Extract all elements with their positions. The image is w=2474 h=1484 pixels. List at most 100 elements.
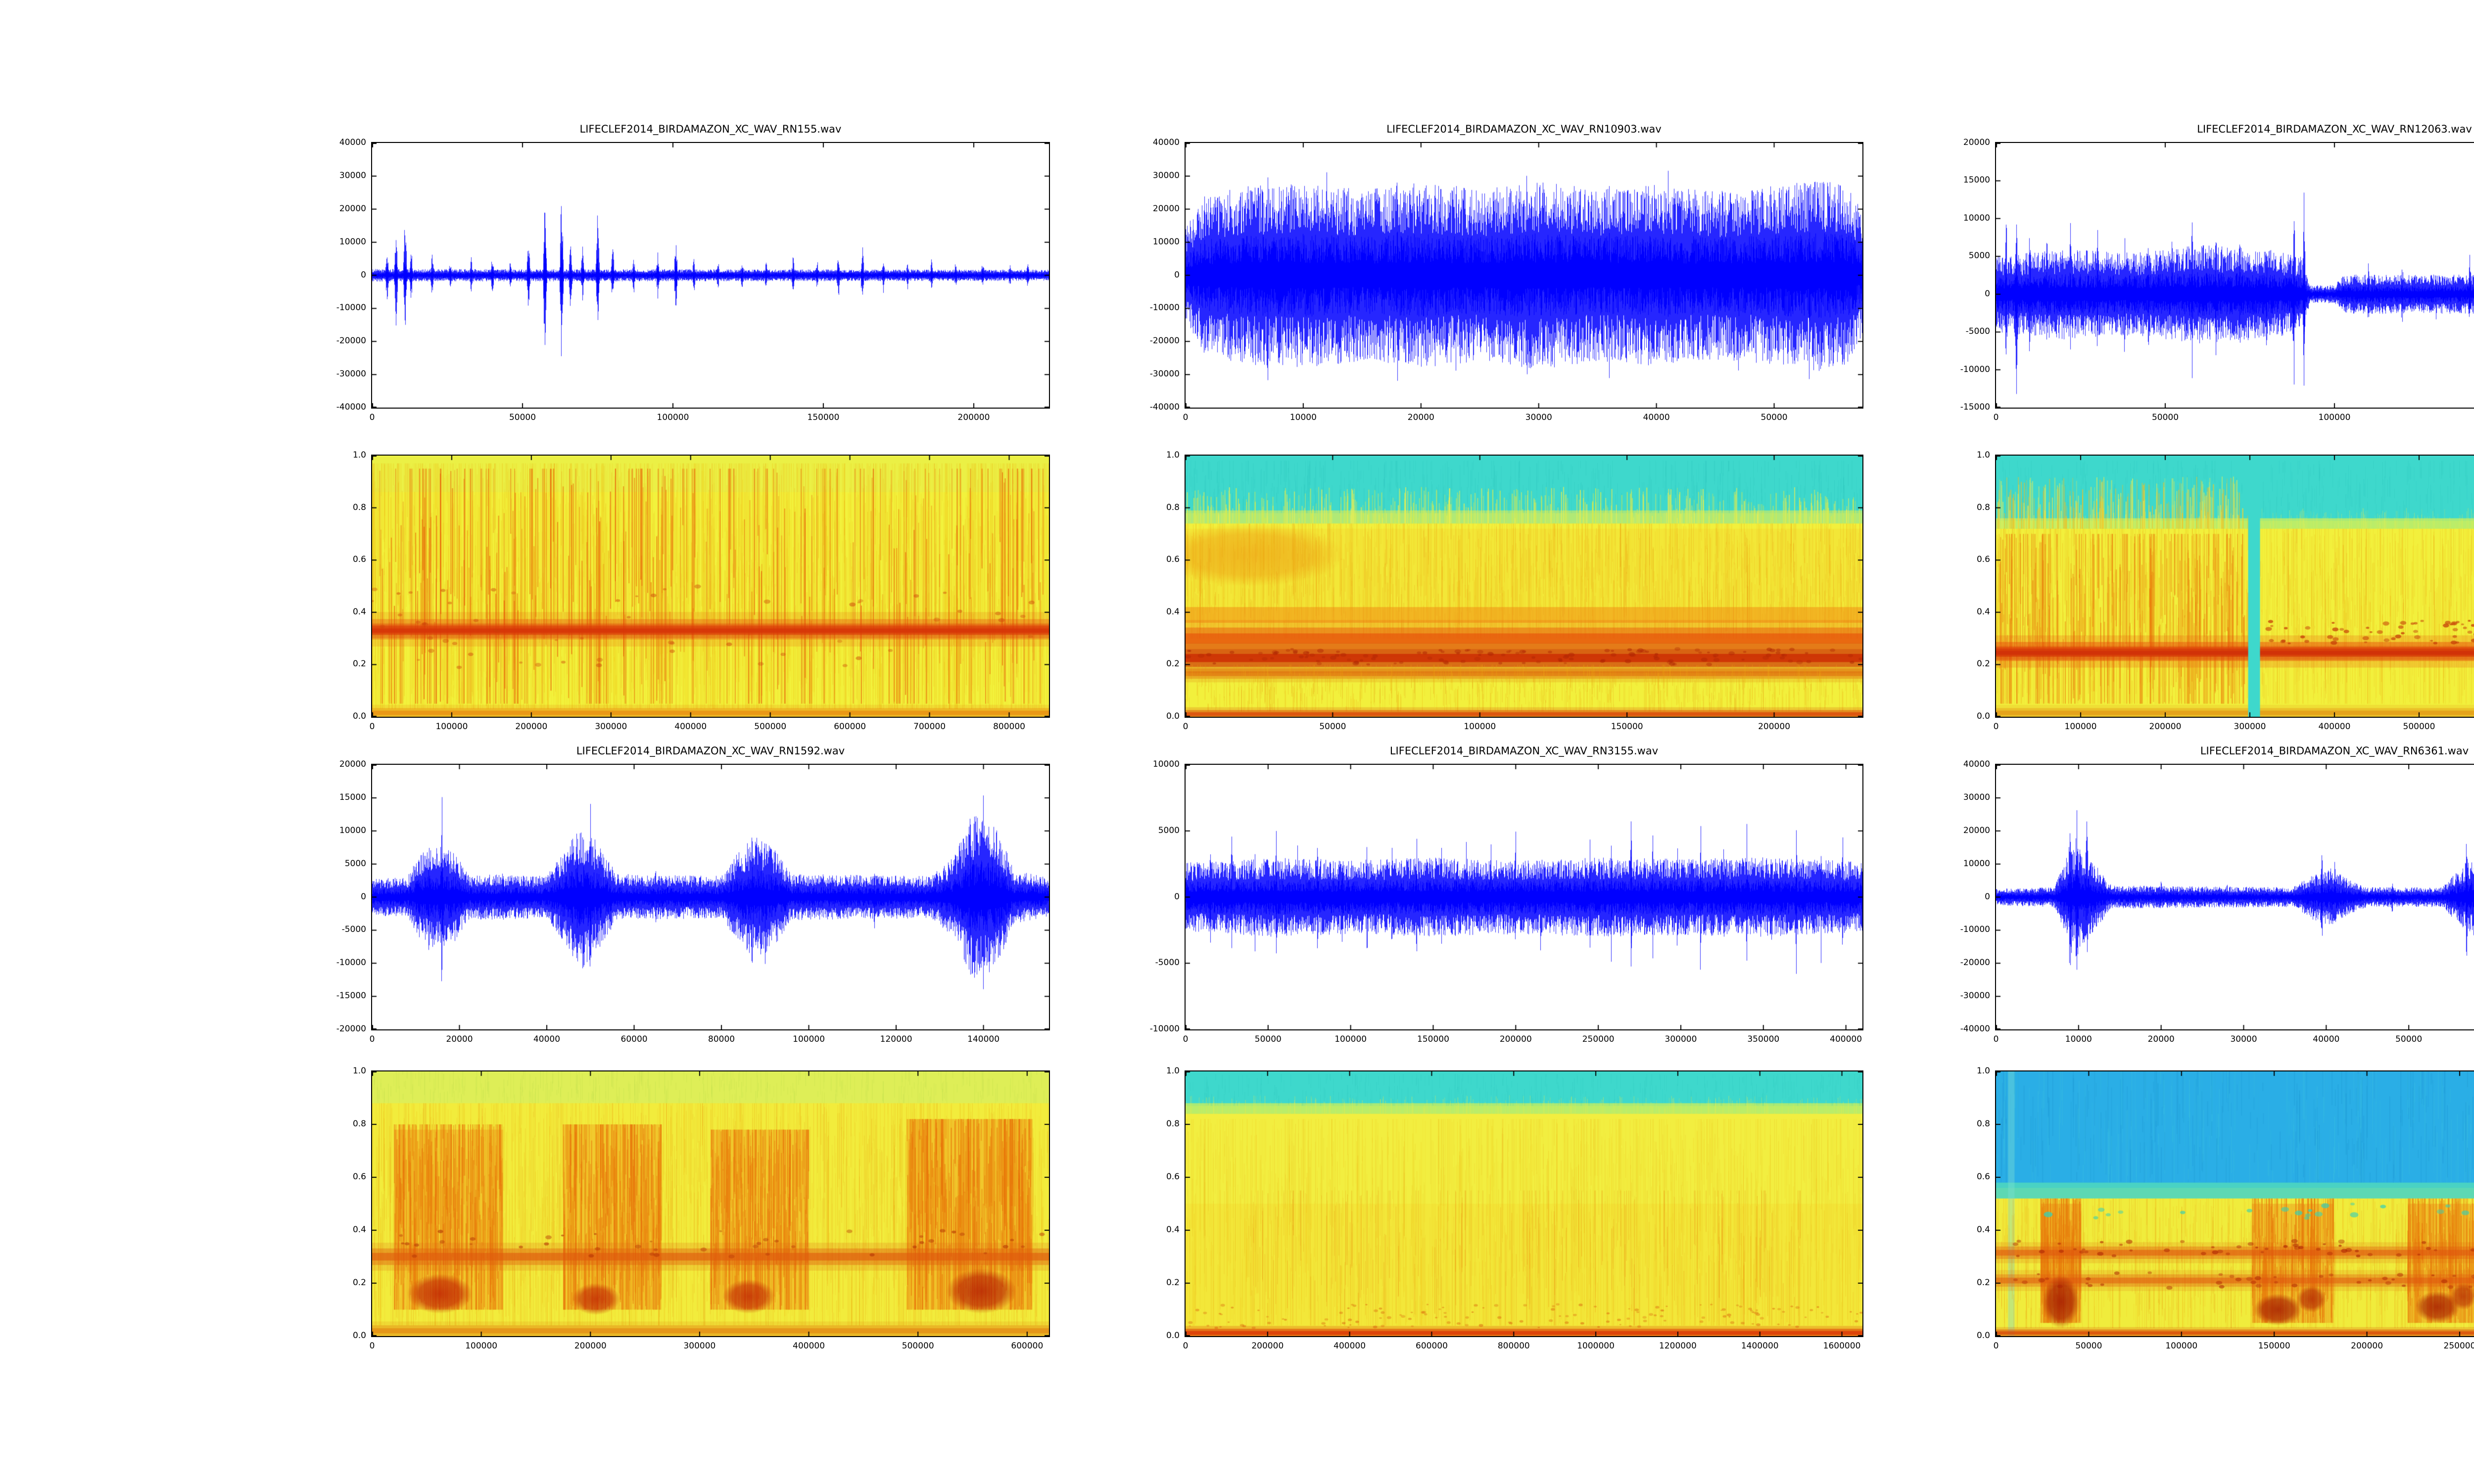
plot-title-RN155-waveform: LIFECLEF2014_BIRDAMAZON_XC_WAV_RN155.wav: [579, 123, 842, 135]
y-tick-label: -10000: [1149, 303, 1180, 313]
x-tick-label: 1200000: [1659, 1341, 1697, 1351]
y-tick-label: 20000: [339, 759, 366, 769]
x-tick-label: 600000: [1011, 1341, 1044, 1351]
waveform-canvas-RN155-waveform: [372, 143, 1049, 408]
waveform-canvas-RN6361-waveform: [1996, 765, 2474, 1029]
plot-title-RN10903-waveform: LIFECLEF2014_BIRDAMAZON_XC_WAV_RN10903.w…: [1386, 123, 1662, 135]
x-tick-label: 10000: [1289, 413, 1317, 422]
y-tick-label: 10000: [1963, 213, 1990, 223]
y-tick-label: 0.4: [1976, 1225, 1990, 1235]
y-tick-label: 10000: [339, 236, 366, 247]
y-tick-label: 20000: [1152, 203, 1180, 214]
y-tick-label: 0.2: [1976, 659, 1990, 669]
y-tick-label: -10000: [1960, 364, 1990, 374]
x-tick-label: 0: [1993, 413, 1999, 422]
y-tick-label: 0.0: [1166, 711, 1180, 721]
x-tick-label: 400000: [793, 1341, 825, 1351]
x-tick-label: 400000: [2318, 722, 2351, 732]
x-tick-label: 60000: [2452, 1034, 2474, 1044]
x-tick-label: 30000: [2230, 1034, 2257, 1044]
y-tick-label: -40000: [1960, 1024, 1990, 1034]
x-tick-label: 100000: [2165, 1341, 2198, 1351]
x-tick-label: 400000: [1333, 1341, 1366, 1351]
x-tick-label: 40000: [1643, 413, 1670, 422]
x-tick-label: 50000: [509, 413, 536, 422]
x-tick-label: 200000: [2351, 1341, 2383, 1351]
y-tick-label: 0.2: [352, 1278, 366, 1288]
y-tick-label: -15000: [336, 991, 366, 1001]
x-tick-label: 600000: [2464, 722, 2474, 732]
plot-title-RN1592-waveform: LIFECLEF2014_BIRDAMAZON_XC_WAV_RN1592.wa…: [576, 745, 845, 757]
y-tick-label: 5000: [1158, 825, 1180, 835]
x-tick-label: 50000: [1319, 722, 1346, 732]
x-tick-label: 100000: [1464, 722, 1496, 732]
y-tick-label: 0.4: [352, 1225, 366, 1235]
plot-title-RN6361-waveform: LIFECLEF2014_BIRDAMAZON_XC_WAV_RN6361.wa…: [2200, 745, 2469, 757]
y-tick-label: 1.0: [1166, 1066, 1180, 1076]
x-tick-label: 150000: [1611, 722, 1643, 732]
x-tick-label: 100000: [2064, 722, 2097, 732]
x-tick-label: 200000: [2149, 722, 2182, 732]
y-tick-label: 0.6: [352, 555, 366, 565]
y-tick-label: 0.0: [1976, 1331, 1990, 1341]
spectrogram-canvas-RN12063-spectrogram: [1996, 456, 2474, 717]
y-tick-label: 15000: [1963, 175, 1990, 186]
x-tick-label: 1400000: [1741, 1341, 1779, 1351]
y-tick-label: 5000: [1968, 251, 1990, 261]
y-tick-label: 0.4: [1166, 1225, 1180, 1235]
y-tick-label: -30000: [1149, 369, 1180, 379]
x-tick-label: 20000: [446, 1034, 473, 1044]
x-tick-label: 0: [369, 1341, 375, 1351]
x-tick-label: 200000: [515, 722, 548, 732]
x-tick-label: 200000: [574, 1341, 607, 1351]
x-tick-label: 50000: [2395, 1034, 2423, 1044]
y-tick-label: 20000: [339, 203, 366, 214]
y-tick-label: -20000: [336, 1024, 366, 1034]
x-tick-label: 800000: [1497, 1341, 1530, 1351]
y-tick-label: 0: [1174, 891, 1180, 902]
x-tick-label: 400000: [1830, 1034, 1862, 1044]
y-tick-label: 0.0: [1976, 711, 1990, 721]
x-tick-label: 150000: [2258, 1341, 2290, 1351]
x-tick-label: 0: [1993, 1341, 1999, 1351]
x-tick-label: 500000: [754, 722, 787, 732]
x-tick-label: 50000: [1254, 1034, 1282, 1044]
y-tick-label: 0: [361, 891, 366, 902]
x-tick-label: 100000: [1334, 1034, 1367, 1044]
y-tick-label: 5000: [344, 858, 366, 869]
subplot-RN1592-waveform: LIFECLEF2014_BIRDAMAZON_XC_WAV_RN1592.wa…: [336, 745, 1050, 1044]
x-tick-label: 150000: [807, 413, 840, 422]
y-tick-label: 0.6: [1166, 1172, 1180, 1182]
y-tick-label: -40000: [336, 402, 366, 412]
x-tick-label: 60000: [620, 1034, 648, 1044]
x-tick-label: 300000: [595, 722, 627, 732]
y-tick-label: 10000: [1963, 858, 1990, 869]
y-tick-label: -20000: [1960, 958, 1990, 968]
y-tick-label: -20000: [336, 336, 366, 346]
y-tick-label: 1.0: [1166, 450, 1180, 460]
x-tick-label: 0: [1183, 1341, 1189, 1351]
spectrogram-canvas-RN1592-spectrogram: [372, 1071, 1049, 1336]
x-tick-label: 140000: [967, 1034, 1000, 1044]
x-tick-label: 100000: [657, 413, 689, 422]
x-tick-label: 1000000: [1577, 1341, 1615, 1351]
subplot-RN6361-waveform: LIFECLEF2014_BIRDAMAZON_XC_WAV_RN6361.wa…: [1960, 745, 2474, 1044]
x-tick-label: 0: [1993, 1034, 1999, 1044]
x-tick-label: 200000: [957, 413, 990, 422]
y-tick-label: -5000: [341, 925, 366, 935]
y-tick-label: 0: [1985, 891, 1990, 902]
y-tick-label: 0.8: [1976, 502, 1990, 512]
y-tick-label: 30000: [1963, 792, 1990, 802]
y-tick-label: -10000: [1960, 925, 1990, 935]
x-tick-label: 400000: [674, 722, 707, 732]
x-tick-label: 1600000: [1823, 1341, 1861, 1351]
x-tick-label: 300000: [683, 1341, 716, 1351]
x-tick-label: 40000: [533, 1034, 561, 1044]
x-tick-label: 200000: [1499, 1034, 1532, 1044]
x-tick-label: 50000: [2075, 1341, 2102, 1351]
x-tick-label: 150000: [1417, 1034, 1449, 1044]
y-tick-label: 10000: [1152, 236, 1180, 247]
y-tick-label: 0.0: [1166, 1331, 1180, 1341]
y-tick-label: 0.0: [352, 711, 366, 721]
